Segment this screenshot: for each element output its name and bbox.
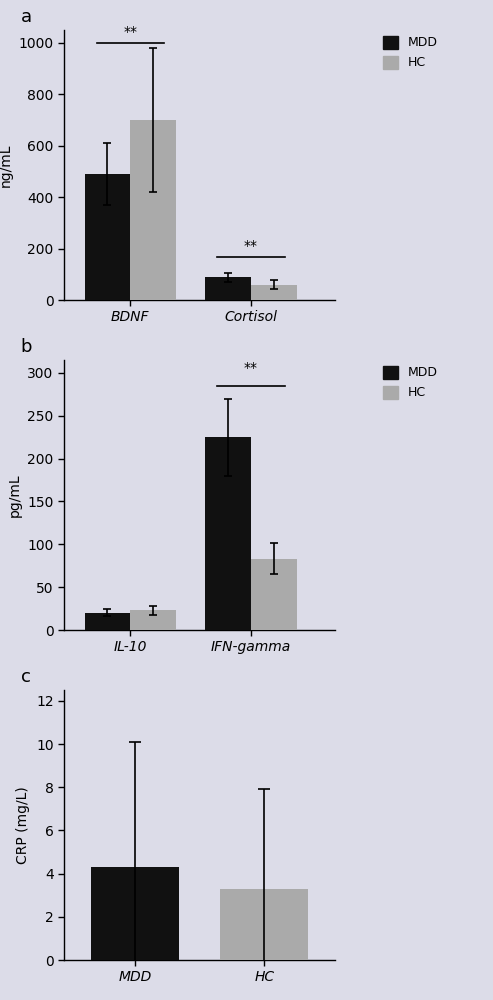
Y-axis label: pg/mL: pg/mL (8, 473, 22, 517)
Legend: MDD, HC: MDD, HC (378, 31, 443, 74)
Bar (130, 610, 176, 630)
Bar (205, 437, 251, 630)
Bar (85, 174, 130, 300)
Bar (130, 120, 176, 300)
Bar (220, 889, 309, 960)
Y-axis label: ng/mL: ng/mL (0, 143, 13, 187)
Text: **: ** (123, 25, 138, 39)
Y-axis label: CRP (mg/L): CRP (mg/L) (16, 786, 31, 864)
Text: **: ** (244, 239, 258, 253)
Text: **: ** (244, 361, 258, 375)
Bar (251, 285, 297, 300)
Bar (91, 867, 179, 960)
Text: a: a (21, 8, 32, 26)
Bar (251, 559, 297, 630)
Text: c: c (21, 668, 31, 686)
Bar (205, 277, 251, 300)
Legend: MDD, HC: MDD, HC (378, 361, 443, 404)
Text: b: b (21, 338, 32, 356)
Bar (85, 613, 130, 630)
